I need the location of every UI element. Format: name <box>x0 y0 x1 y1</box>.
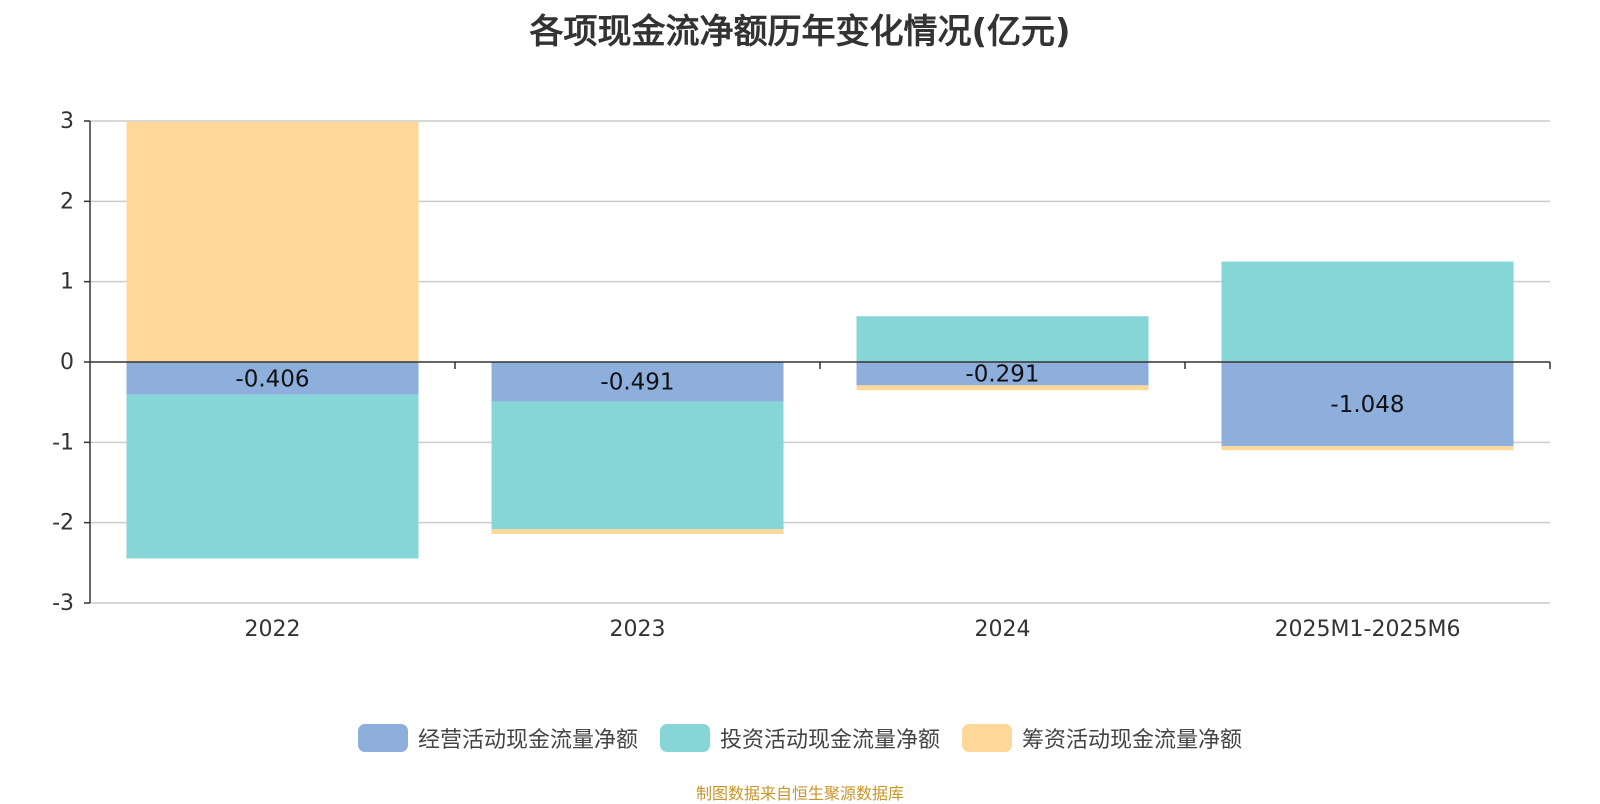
bars <box>126 121 1514 559</box>
bar-segment-series-0 <box>126 362 419 395</box>
legend-label: 经营活动现金流量净额 <box>417 728 638 753</box>
data-label: -1.048 <box>1330 392 1404 418</box>
bar-segment-series-1 <box>126 394 419 559</box>
bar-segment-series-1 <box>856 316 1149 362</box>
legend-swatch <box>962 724 1012 752</box>
x-tick-label: 2024 <box>975 617 1031 642</box>
y-tick-label: -3 <box>52 591 74 616</box>
bar-segment-series-1 <box>1221 261 1514 362</box>
legend-item[interactable]: 投资活动现金流量净额 <box>659 722 940 754</box>
bar-segment-series-0 <box>1221 362 1514 447</box>
source-note: 制图数据来自恒生聚源数据库 <box>695 784 904 803</box>
legend-label: 筹资活动现金流量净额 <box>1022 728 1243 753</box>
bar-segment-series-0 <box>491 362 784 402</box>
x-tick-label: 2023 <box>610 617 666 642</box>
legend-item[interactable]: 筹资活动现金流量净额 <box>962 722 1242 754</box>
bar-segment-series-2 <box>491 529 784 534</box>
bar-segment-series-2 <box>856 385 1149 391</box>
x-tick-label: 2025M1-2025M6 <box>1275 617 1461 642</box>
bar-segment-series-2 <box>126 121 419 362</box>
x-tick-label: 2022 <box>245 617 301 642</box>
y-tick-label: 0 <box>60 350 74 375</box>
axes: 3 2 1 0 -1 -2 -3 2022 2023 2024 2025M1-2025M6 <box>52 109 1551 642</box>
legend: 经营活动现金流量净额 投资活动现金流量净额 筹资活动现金流量净额 <box>0 722 1600 754</box>
bar-segment-series-2 <box>1221 446 1514 451</box>
data-label: -0.406 <box>235 366 309 392</box>
y-tick-label: 2 <box>60 189 74 214</box>
legend-swatch <box>357 724 408 752</box>
chart-title: 各项现金流净额历年变化情况(亿元) <box>529 12 1071 52</box>
legend-swatch <box>659 724 710 752</box>
y-tick-label: 1 <box>60 270 74 295</box>
bar-segment-series-1 <box>491 401 784 530</box>
data-label: -0.291 <box>965 362 1039 388</box>
data-label: -0.491 <box>600 370 674 396</box>
data-labels: -0.406 -0.491 -0.291 -1.048 <box>235 362 1404 418</box>
y-tick-label: 3 <box>60 109 74 134</box>
legend-label: 投资活动现金流量净额 <box>719 728 940 753</box>
legend-item[interactable]: 经营活动现金流量净额 <box>357 722 638 754</box>
y-tick-label: -2 <box>52 511 74 536</box>
y-tick-label: -1 <box>52 430 74 455</box>
bar-segment-series-0 <box>856 362 1149 386</box>
